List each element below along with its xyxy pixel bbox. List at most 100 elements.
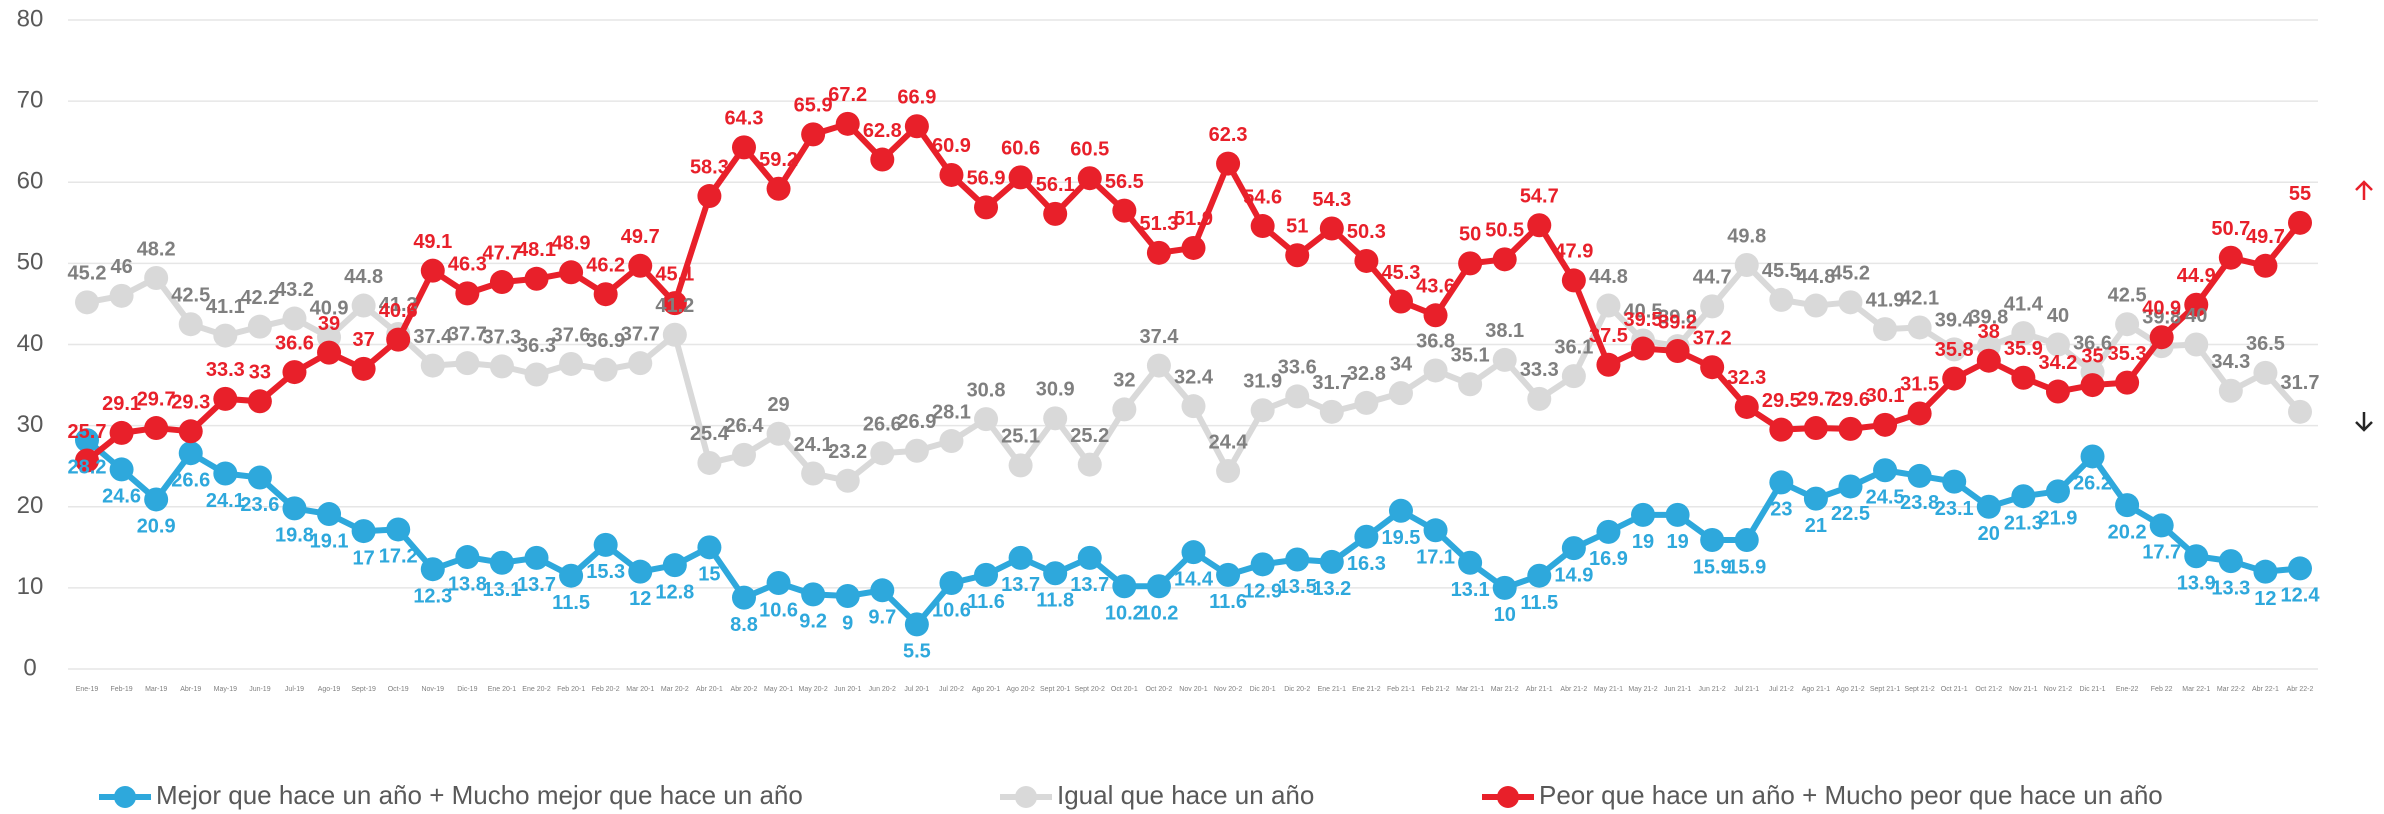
point <box>2149 325 2174 350</box>
data-label: 21.3 <box>2004 512 2043 534</box>
data-label: 49.7 <box>2246 226 2285 248</box>
data-label: 38.1 <box>1485 320 1524 342</box>
up-arrow <box>2355 180 2373 200</box>
point <box>835 111 860 136</box>
x-tick-label: Abr 21-2 <box>1560 686 1587 693</box>
data-label: 24.4 <box>1209 431 1249 453</box>
data-label: 36.3 <box>517 335 556 357</box>
data-label: 50.7 <box>2211 218 2250 240</box>
point <box>593 282 618 307</box>
data-label: 13.7 <box>517 574 556 596</box>
data-label: 31.7 <box>1312 372 1351 394</box>
data-label: 37.6 <box>552 324 591 346</box>
data-label: 32 <box>1113 370 1135 392</box>
legend-marker <box>114 786 136 808</box>
y-tick-label: 40 <box>17 330 44 357</box>
data-label: 37.2 <box>1693 327 1732 349</box>
data-label: 33.3 <box>1520 359 1559 381</box>
y-tick-label: 0 <box>23 654 36 681</box>
x-tick-label: Feb-19 <box>110 686 132 693</box>
data-label: 19 <box>1632 531 1654 553</box>
x-tick-label: Dic 20-1 <box>1250 686 1276 693</box>
data-label: 50.3 <box>1347 221 1386 243</box>
point <box>1043 406 1068 431</box>
point <box>1008 453 1033 478</box>
data-label: 41.3 <box>379 294 418 316</box>
data-label: 19.5 <box>1382 527 1421 549</box>
point <box>2011 484 2036 509</box>
data-label: 60.6 <box>1001 138 1040 160</box>
data-label: 11.5 <box>552 592 590 614</box>
point <box>1216 562 1241 587</box>
point <box>144 487 169 512</box>
data-label: 37.4 <box>413 326 453 348</box>
x-tick-label: Jul 20-2 <box>939 686 964 693</box>
data-label: 37.4 <box>1139 326 1179 348</box>
x-tick-label: Abr 22-1 <box>2252 686 2279 693</box>
point <box>1423 518 1448 543</box>
y-tick-label: 50 <box>17 249 44 276</box>
data-label: 40.9 <box>2142 297 2181 319</box>
data-label: 64.3 <box>725 108 764 130</box>
point <box>1942 469 1967 494</box>
data-label: 34.3 <box>2211 351 2250 373</box>
data-label: 24.1 <box>794 434 833 456</box>
data-label: 46 <box>110 256 132 278</box>
point <box>2288 556 2312 581</box>
data-label: 42.2 <box>240 287 279 309</box>
data-label: 45.1 <box>655 263 694 285</box>
data-label: 42.1 <box>1900 288 1939 310</box>
data-label: 30.8 <box>967 379 1006 401</box>
point <box>1077 545 1102 570</box>
data-label: 12.8 <box>655 581 694 603</box>
y-tick-label: 20 <box>17 492 44 519</box>
data-label: 41.9 <box>1866 289 1905 311</box>
data-label: 28.2 <box>68 457 107 479</box>
data-label: 26.6 <box>863 413 902 435</box>
data-label: 34 <box>1390 353 1413 375</box>
point <box>1388 498 1413 523</box>
data-label: 13.1 <box>1451 579 1490 601</box>
point <box>628 351 653 376</box>
point <box>213 461 238 486</box>
point <box>420 353 445 378</box>
point <box>697 535 722 560</box>
data-label: 49.7 <box>621 226 660 248</box>
x-tick-label: Dic 21-1 <box>2079 686 2105 693</box>
point <box>731 442 756 467</box>
point <box>1561 536 1586 561</box>
x-tick-label: Oct 20-1 <box>1111 686 1138 693</box>
data-label: 44.7 <box>1693 267 1732 289</box>
data-label: 23 <box>1770 499 1792 521</box>
x-tick-label: Sept 20-1 <box>1040 686 1070 693</box>
data-label: 25.7 <box>68 421 107 443</box>
x-tick-label: Mar 20-2 <box>661 686 689 693</box>
point <box>1388 289 1413 314</box>
point <box>247 314 272 339</box>
point <box>1873 317 1898 342</box>
data-label: 66.9 <box>897 87 936 109</box>
point <box>1838 474 1863 499</box>
point <box>524 545 549 570</box>
point <box>1907 401 1932 426</box>
point <box>1354 524 1379 549</box>
point <box>1838 290 1863 315</box>
point <box>801 461 826 486</box>
y-tick-label: 30 <box>17 411 44 438</box>
data-label: 24.6 <box>102 486 141 508</box>
data-label: 36.8 <box>1416 331 1455 353</box>
x-tick-label: Abr 21-1 <box>1526 686 1553 693</box>
data-label: 28.1 <box>932 401 971 423</box>
data-label: 45.3 <box>1382 262 1421 284</box>
x-tick-label: Oct 20-2 <box>1145 686 1172 693</box>
data-label: 39 <box>318 313 340 335</box>
data-label: 14.4 <box>1174 568 1214 590</box>
point <box>2115 312 2140 337</box>
data-label: 36.1 <box>1554 336 1593 358</box>
point <box>1734 252 1759 277</box>
point <box>1907 315 1932 340</box>
data-label: 50 <box>1459 224 1481 246</box>
point <box>489 550 514 575</box>
data-label: 40.5 <box>1624 301 1663 323</box>
x-tick-label: Abr-19 <box>180 686 201 693</box>
